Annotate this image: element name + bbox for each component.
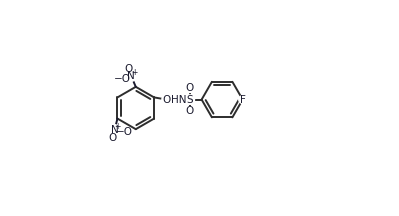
Circle shape [126,70,136,81]
Circle shape [185,95,194,104]
Text: +: + [131,68,137,77]
Circle shape [120,128,128,137]
Circle shape [185,107,194,116]
Text: −O: −O [114,74,130,84]
Circle shape [108,133,117,142]
Text: S: S [186,95,193,105]
Text: +: + [114,122,120,131]
Text: O: O [162,95,171,105]
Text: F: F [240,95,246,105]
Text: N: N [127,71,135,81]
Circle shape [185,83,194,92]
Circle shape [123,64,133,73]
Text: N: N [111,125,119,135]
Circle shape [162,95,172,104]
Circle shape [173,94,184,105]
Text: O: O [186,106,194,116]
Text: HN: HN [171,95,186,105]
Text: O: O [124,64,132,74]
Text: O: O [186,83,194,93]
Circle shape [239,96,247,103]
Circle shape [109,125,120,135]
Text: −O: −O [115,127,132,137]
Text: O: O [109,133,117,143]
Circle shape [118,75,126,84]
